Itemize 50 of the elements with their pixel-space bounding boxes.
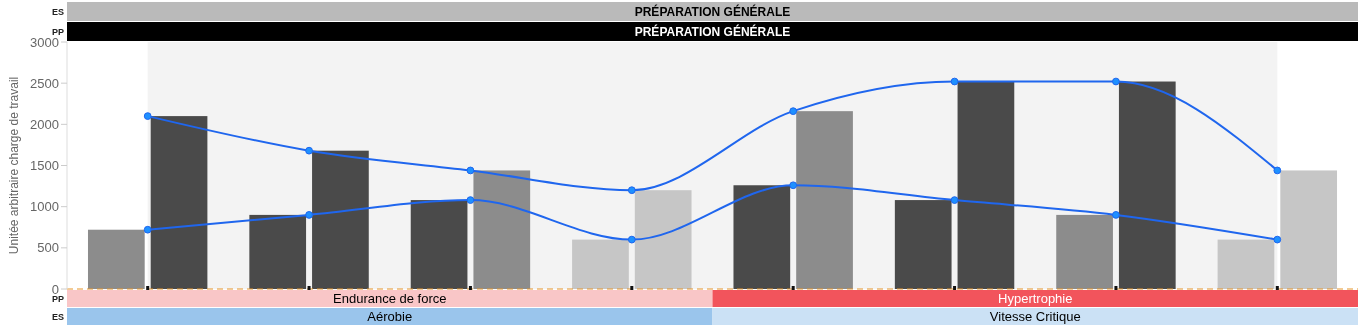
point [789, 181, 798, 190]
bar [957, 81, 1015, 289]
bar [150, 116, 208, 289]
text: ES [51, 312, 64, 322]
phase-strip: Aérobie [67, 308, 713, 325]
phase-strip: Endurance de force [67, 290, 713, 307]
point [143, 225, 152, 234]
point [305, 146, 313, 155]
y-tick-label: 3000 [30, 34, 59, 50]
text: PP [51, 294, 64, 304]
y-axis-title: Unitée arbitraire charge de travail [7, 76, 21, 255]
point [950, 196, 959, 204]
bar [1056, 214, 1113, 289]
point [143, 112, 152, 120]
phase-strip: Vitesse Critique [712, 308, 1358, 325]
y-tick-label: 1000 [30, 199, 59, 215]
y-tick-label: 2500 [30, 75, 59, 91]
text: PP [51, 27, 64, 37]
point [466, 196, 475, 204]
point [627, 186, 636, 195]
phase-strip: Hypertrophie [712, 290, 1358, 307]
bar [87, 229, 145, 289]
bar [733, 185, 791, 289]
bar [249, 214, 307, 289]
point [950, 77, 959, 86]
y-tick-label: 500 [37, 240, 59, 256]
y-tick-label: 2000 [30, 116, 59, 132]
bar [634, 190, 692, 289]
bar [572, 239, 629, 289]
bar [1217, 239, 1275, 289]
point [1112, 211, 1120, 219]
point [1112, 77, 1120, 86]
phase-strip: PRÉPARATION GÉNÉRALE [67, 22, 1358, 41]
bar [410, 200, 468, 289]
bar [1280, 170, 1338, 289]
bar [312, 150, 369, 289]
y-tick-label: 0 [51, 281, 59, 297]
bar [473, 170, 531, 289]
bar [1118, 81, 1176, 289]
text: ES [51, 7, 64, 17]
point [466, 166, 475, 175]
point [627, 235, 636, 244]
bar [796, 111, 853, 289]
point [1273, 235, 1282, 244]
phase-strip: PRÉPARATION GÉNÉRALE [67, 2, 1358, 21]
y-tick-label: 1500 [30, 158, 59, 173]
bar [894, 200, 952, 289]
point [789, 107, 798, 116]
point [305, 211, 313, 219]
point [1273, 166, 1282, 175]
